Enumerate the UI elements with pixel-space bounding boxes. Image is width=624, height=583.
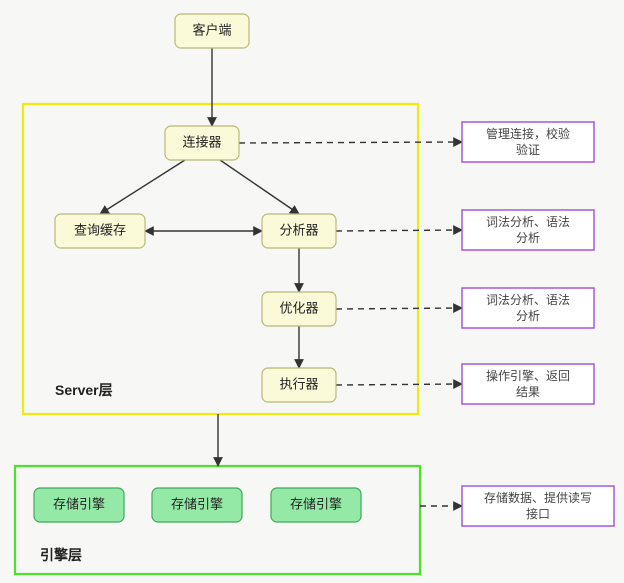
edge-solid xyxy=(220,160,299,214)
annotation-a_conn-line2: 验证 xyxy=(516,142,540,157)
node-parser-label: 分析器 xyxy=(279,222,318,237)
annotation-a_exec-line1: 操作引擎、返回 xyxy=(486,368,570,383)
annotation-a_opt-line1: 词法分析、语法 xyxy=(486,293,570,307)
node-storage3-label: 存储引擎 xyxy=(290,496,342,511)
node-cache-label: 查询缓存 xyxy=(74,222,126,237)
node-storage1-label: 存储引擎 xyxy=(53,496,105,511)
container-server-label: Server层 xyxy=(55,382,113,398)
annotation-a_store-line2: 接口 xyxy=(526,506,550,521)
annotation-a_parse-line1: 词法分析、语法 xyxy=(486,215,570,229)
node-storage2-label: 存储引擎 xyxy=(171,496,223,511)
node-connector-label: 连接器 xyxy=(182,134,221,149)
container-engine-label: 引擎层 xyxy=(40,547,82,563)
edge-dashed xyxy=(336,384,462,385)
edge-dashed xyxy=(239,142,462,143)
annotation-a_opt-line2: 分析 xyxy=(516,309,540,323)
node-executor-label: 执行器 xyxy=(279,376,318,391)
annotation-a_parse-line2: 分析 xyxy=(516,231,540,245)
edge-dashed xyxy=(336,230,462,231)
annotation-a_conn-line1: 管理连接，校验 xyxy=(486,126,570,141)
node-optimizer-label: 优化器 xyxy=(279,300,318,315)
node-client-label: 客户端 xyxy=(192,22,231,37)
annotation-a_store-line1: 存储数据、提供读写 xyxy=(484,490,592,505)
edge-solid xyxy=(100,160,185,214)
annotation-a_exec-line2: 结果 xyxy=(516,385,540,399)
edge-dashed xyxy=(336,308,462,309)
